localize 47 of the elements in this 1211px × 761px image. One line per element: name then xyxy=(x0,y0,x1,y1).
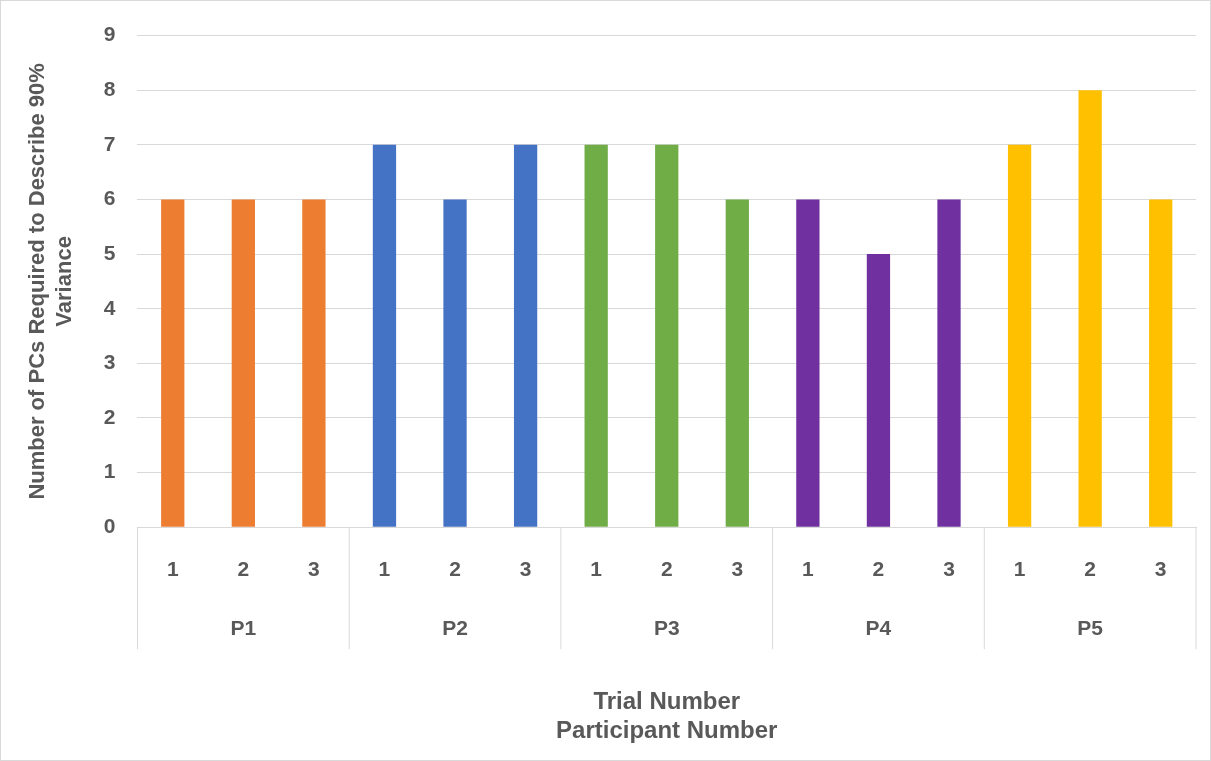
y-tick-label: 6 xyxy=(103,186,116,210)
x-tick-label: 1 xyxy=(1013,556,1026,580)
y-tick-label: 7 xyxy=(103,131,116,155)
text: P5 xyxy=(1077,616,1104,639)
y-tick-label: 3 xyxy=(103,350,116,374)
bar xyxy=(513,144,538,527)
bar xyxy=(1078,90,1102,527)
bar xyxy=(725,199,749,527)
bar xyxy=(161,199,185,527)
x-tick-label: 2 xyxy=(1084,556,1096,580)
x-tick-label: 2 xyxy=(872,556,885,580)
bar xyxy=(302,199,326,527)
x-tick-label: 3 xyxy=(1154,556,1167,580)
x-axis-title: Trial Number Participant Number xyxy=(556,687,778,744)
y-tick-label: 5 xyxy=(103,240,116,264)
bar xyxy=(796,199,820,527)
x-tick-label: 1 xyxy=(378,556,391,580)
x-tick-label: 2 xyxy=(660,556,673,580)
y-tick-label: 1 xyxy=(103,459,116,483)
x-tick-label: 3 xyxy=(519,556,532,580)
bar xyxy=(866,254,891,527)
y-tick-label: 2 xyxy=(103,404,116,428)
bar xyxy=(584,144,608,527)
x-tick-label: 3 xyxy=(731,556,744,580)
x-tick-label: 2 xyxy=(237,556,250,580)
x-tick-label: 1 xyxy=(166,556,179,580)
bar xyxy=(1007,144,1032,527)
text: P1 xyxy=(230,616,257,639)
x-tick-label: 3 xyxy=(308,556,320,580)
bar xyxy=(443,199,467,527)
y-tick-label: 0 xyxy=(103,514,116,537)
bar xyxy=(1149,199,1173,527)
bar xyxy=(937,199,961,527)
x-tick-label: 3 xyxy=(943,556,955,580)
bar xyxy=(372,144,397,527)
text: P2 xyxy=(442,616,468,639)
y-tick-label: 8 xyxy=(103,77,116,101)
bar xyxy=(655,144,679,527)
x-tick-label: 2 xyxy=(449,556,461,580)
y-axis-title: Number of PCs Required to Describe 90% Variance xyxy=(24,63,76,500)
text: P3 xyxy=(653,616,680,639)
bar xyxy=(231,199,255,527)
text: P4 xyxy=(865,616,892,639)
x-tick-label: 1 xyxy=(590,556,603,580)
y-tick-label: 9 xyxy=(103,22,116,46)
x-tick-label: 1 xyxy=(802,556,815,580)
y-tick-label: 4 xyxy=(103,295,116,319)
